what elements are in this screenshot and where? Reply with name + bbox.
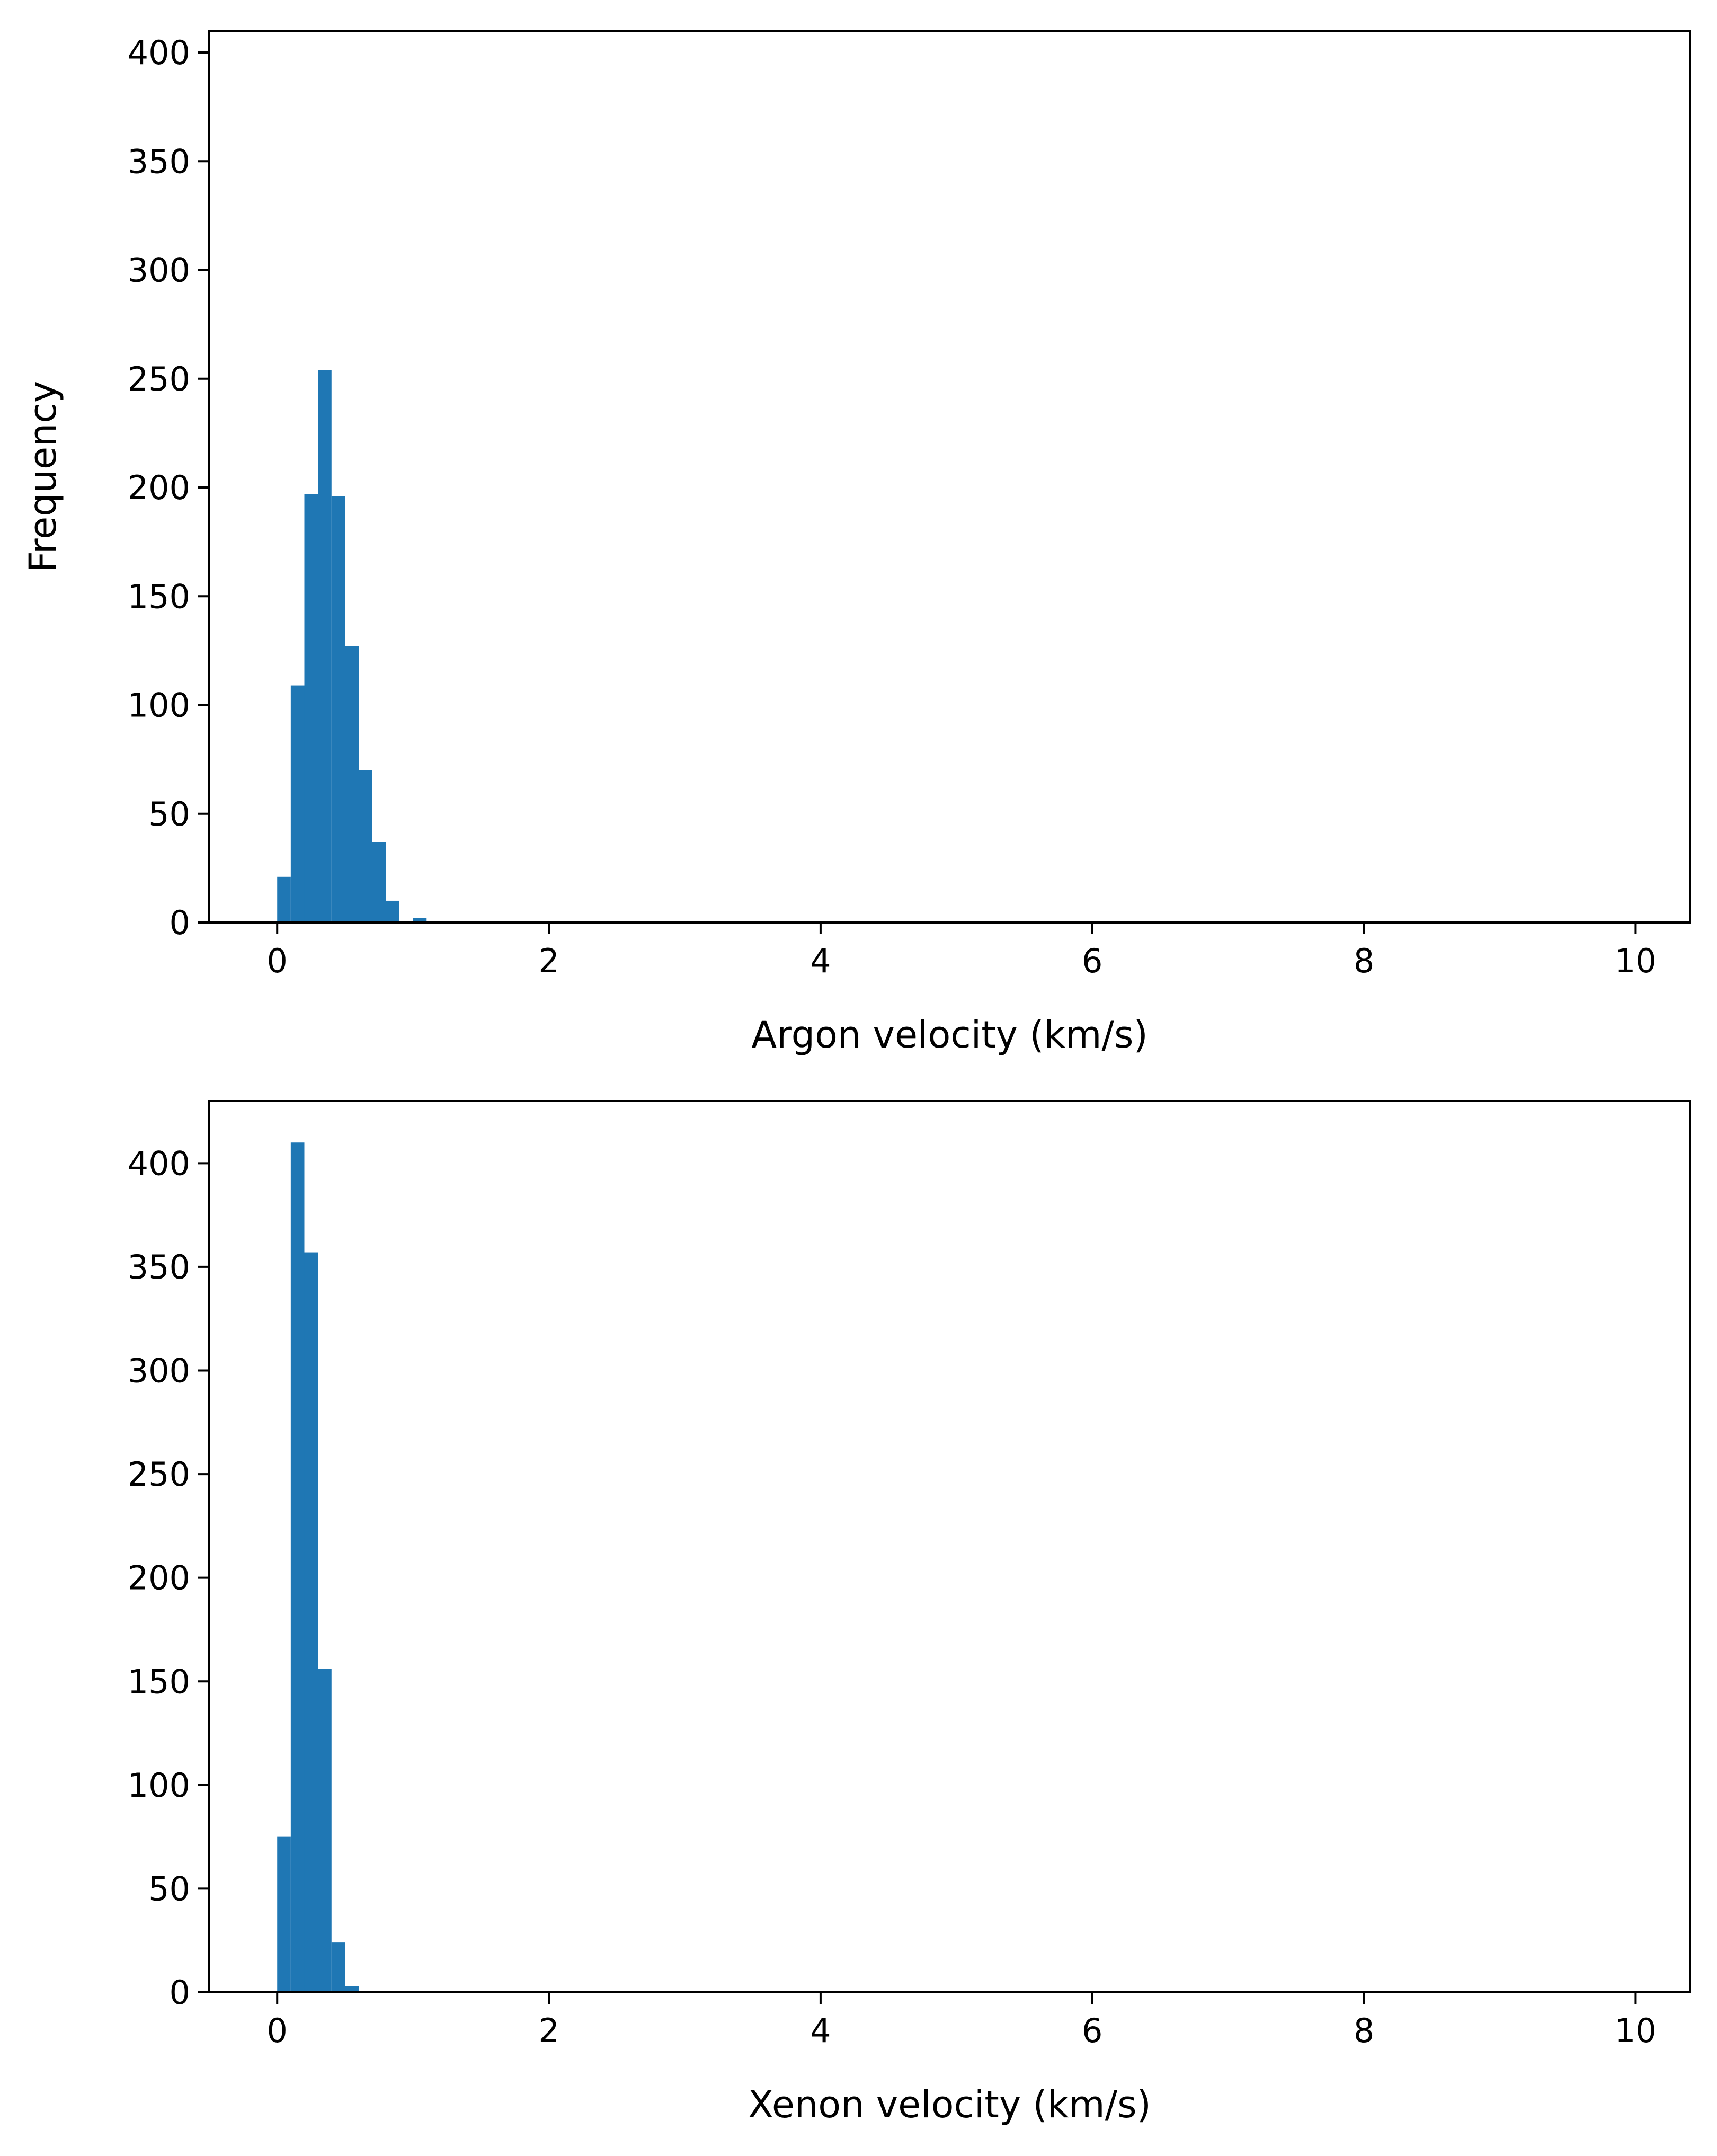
argon-bar-3 — [318, 370, 332, 922]
argon-y-ticks: 0 50 100 150 200 250 300 350 400 — [128, 33, 209, 942]
argon-bar-0 — [277, 876, 291, 922]
xenon-y-tick-label-7: 350 — [128, 1248, 190, 1286]
xenon-histogram-panel: 0 50 100 150 200 250 300 350 400 0 2 4 6 8 10 Xenon v… — [128, 1100, 1691, 2126]
argon-y-tick-label-6: 300 — [128, 251, 190, 290]
xenon-bar-5 — [345, 1986, 359, 1992]
argon-x-tick-label-2: 4 — [810, 942, 831, 980]
argon-y-axis-label: Frequency — [21, 381, 65, 573]
xenon-bar-2 — [304, 1252, 318, 1992]
argon-x-axis-label: Argon velocity (km/s) — [751, 1013, 1148, 1057]
argon-y-tick-label-8: 400 — [128, 33, 190, 72]
xenon-x-tick-label-0: 0 — [266, 2011, 287, 2050]
argon-y-tick-label-4: 200 — [128, 468, 190, 507]
xenon-bar-0 — [277, 1836, 291, 1992]
xenon-bar-1 — [290, 1142, 305, 1992]
argon-bar-7 — [372, 842, 386, 922]
argon-x-ticks: 0 2 4 6 8 10 — [266, 922, 1657, 980]
argon-bar-1 — [290, 685, 305, 922]
xenon-y-tick-label-0: 0 — [170, 1973, 190, 2012]
argon-histogram-panel: 0 50 100 150 200 250 300 350 400 0 2 4 6 8 10 Argon v… — [21, 30, 1691, 1057]
argon-bars — [277, 370, 427, 922]
argon-bar-4 — [331, 496, 345, 922]
argon-x-tick-label-3: 6 — [1082, 942, 1102, 980]
xenon-y-tick-label-6: 300 — [128, 1352, 190, 1390]
xenon-x-tick-label-1: 2 — [538, 2011, 559, 2050]
argon-y-tick-label-7: 350 — [128, 142, 190, 181]
xenon-bars — [277, 1142, 359, 1992]
argon-bar-5 — [345, 646, 359, 922]
xenon-x-ticks: 0 2 4 6 8 10 — [266, 1992, 1657, 2050]
argon-y-tick-label-0: 0 — [170, 903, 190, 942]
xenon-x-tick-label-4: 8 — [1354, 2011, 1374, 2050]
argon-axes-frame — [208, 30, 1691, 924]
argon-x-tick-label-0: 0 — [266, 942, 287, 980]
xenon-x-tick-label-3: 6 — [1082, 2011, 1102, 2050]
argon-x-tick-label-4: 8 — [1354, 942, 1374, 980]
xenon-y-tick-label-8: 400 — [128, 1144, 190, 1183]
argon-y-tick-label-2: 100 — [128, 686, 190, 725]
xenon-bar-3 — [318, 1669, 332, 1992]
xenon-x-tick-label-5: 10 — [1615, 2011, 1657, 2050]
argon-bar-8 — [386, 900, 399, 922]
argon-y-tick-label-3: 150 — [128, 577, 190, 616]
xenon-x-axis-label: Xenon velocity (km/s) — [748, 2083, 1151, 2126]
xenon-y-ticks: 0 50 100 150 200 250 300 350 400 — [128, 1144, 209, 2012]
argon-x-tick-label-1: 2 — [538, 942, 559, 980]
argon-y-tick-label-1: 50 — [148, 795, 190, 833]
xenon-y-tick-label-1: 50 — [148, 1869, 190, 1908]
xenon-y-tick-label-5: 250 — [128, 1455, 190, 1494]
argon-bar-2 — [304, 494, 318, 922]
argon-bar-10 — [413, 918, 427, 922]
xenon-y-tick-label-2: 100 — [128, 1766, 190, 1805]
argon-x-tick-label-5: 10 — [1615, 942, 1657, 980]
xenon-bar-4 — [331, 1942, 345, 1992]
argon-bar-6 — [359, 770, 372, 922]
argon-y-tick-label-5: 250 — [128, 360, 190, 398]
xenon-y-tick-label-3: 150 — [128, 1662, 190, 1701]
xenon-y-tick-label-4: 200 — [128, 1559, 190, 1598]
xenon-x-tick-label-2: 4 — [810, 2011, 831, 2050]
xenon-axes-frame — [208, 1100, 1691, 1993]
